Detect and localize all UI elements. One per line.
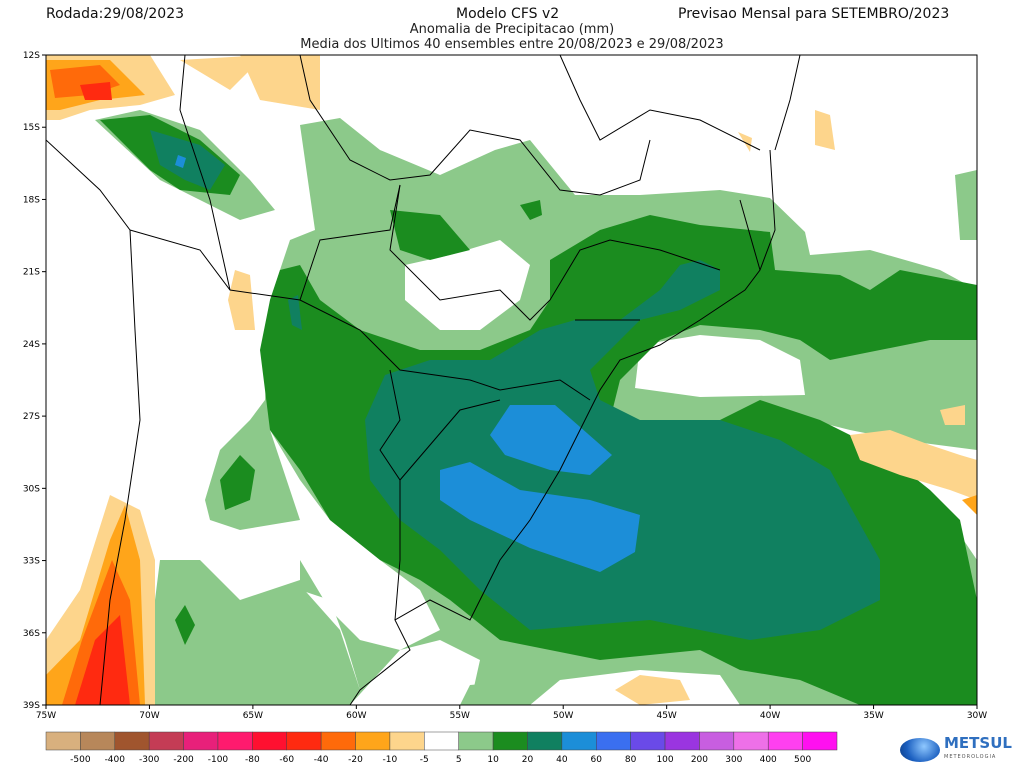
colorbar-cell — [527, 731, 563, 751]
colorbar-cell — [389, 731, 425, 751]
globe-icon — [900, 738, 940, 762]
lon-label: 40W — [760, 711, 780, 721]
colorbar-cell — [217, 731, 253, 751]
lon-label: 70W — [139, 711, 159, 721]
colorbar-label: 400 — [760, 755, 777, 765]
lon-label: 60W — [346, 711, 366, 721]
forecast-title: Previsao Mensal para SETEMBRO/2023 — [678, 6, 950, 22]
colorbar-label: -200 — [173, 755, 194, 765]
colorbar-label: -20 — [348, 755, 363, 765]
colorbar-cell — [561, 731, 597, 751]
colorbar-label: -40 — [314, 755, 329, 765]
lon-label: 35W — [863, 711, 883, 721]
colorbar-cell — [114, 731, 150, 751]
lon-label: 45W — [656, 711, 676, 721]
colorbar-label: 10 — [487, 755, 499, 765]
colorbar: -500 -400 -300 -200 -100 -80 -60 -40 -20 -10 -5 5 10… — [45, 731, 838, 765]
colorbar-label: 5 — [456, 755, 462, 765]
colorbar-cell — [424, 731, 459, 751]
colorbar-label: -80 — [245, 755, 260, 765]
colorbar-label: 200 — [691, 755, 708, 765]
colorbar-cell — [286, 731, 322, 751]
colorbar-cell — [45, 731, 81, 751]
colorbar-label: -10 — [383, 755, 398, 765]
lat-label: 36S — [23, 629, 40, 639]
colorbar-cell — [148, 731, 184, 751]
lon-label: 65W — [243, 711, 263, 721]
colorbar-label: 80 — [625, 755, 637, 765]
lat-label: 12S — [23, 51, 40, 61]
lat-label: 33S — [23, 557, 40, 567]
colorbar-label: 100 — [656, 755, 673, 765]
lat-label: 15S — [23, 123, 40, 133]
colorbar-cell — [596, 731, 631, 751]
colorbar-cell — [802, 731, 838, 751]
anomaly-40-60 — [175, 155, 640, 572]
borders — [46, 55, 801, 705]
lat-label: 27S — [23, 412, 40, 422]
anomaly-20-40 — [150, 130, 880, 640]
latitude-axis: 12S 15S 18S 21S 24S 27S 30S 33S 36S 39S — [23, 51, 46, 711]
colorbar-label: -5 — [420, 755, 429, 765]
colorbar-cell — [733, 731, 769, 751]
colorbar-label: 500 — [794, 755, 811, 765]
lat-label: 21S — [23, 268, 40, 278]
colorbar-cell — [183, 731, 219, 751]
colorbar-cell — [355, 731, 391, 751]
metsul-logo: METSUL METEOROLOGIA — [900, 736, 1012, 764]
colorbar-cell — [699, 731, 735, 751]
colorbar-label: 300 — [725, 755, 742, 765]
colorbar-cell — [630, 731, 666, 751]
colorbar-label: -60 — [279, 755, 294, 765]
colorbar-cell — [767, 731, 803, 751]
variable-title: Anomalia de Precipitacao (mm) — [409, 22, 615, 37]
colorbar-label: 60 — [591, 755, 603, 765]
run-date: Rodada:29/08/2023 — [46, 6, 185, 22]
lon-label: 50W — [553, 711, 573, 721]
lat-label: 39S — [23, 701, 40, 711]
colorbar-cell — [320, 731, 356, 751]
colorbar-label: -500 — [70, 755, 91, 765]
colorbar-label: -300 — [139, 755, 160, 765]
colorbar-cell — [252, 731, 287, 751]
colorbar-cell — [458, 731, 494, 751]
lon-label: 75W — [36, 711, 56, 721]
map-frame — [45, 54, 978, 706]
lat-label: 18S — [23, 195, 40, 205]
lat-label: 30S — [23, 484, 40, 494]
lon-label: 55W — [450, 711, 470, 721]
colorbar-cell — [664, 731, 700, 751]
lon-label: 30W — [967, 711, 987, 721]
colorbar-cell — [492, 731, 528, 751]
description: Media dos Ultimos 40 ensembles entre 20/… — [300, 37, 724, 52]
colorbar-label: -100 — [208, 755, 229, 765]
negative-anomalies — [46, 55, 977, 705]
model-name: Modelo CFS v2 — [456, 6, 560, 22]
colorbar-cell — [80, 731, 116, 751]
colorbar-label: 20 — [522, 755, 534, 765]
colorbar-label: -400 — [105, 755, 126, 765]
colorbar-label: 40 — [556, 755, 568, 765]
lat-label: 24S — [23, 340, 40, 350]
longitude-axis: 75W 70W 65W 60W 55W 50W 45W 40W 35W 30W — [36, 705, 987, 721]
